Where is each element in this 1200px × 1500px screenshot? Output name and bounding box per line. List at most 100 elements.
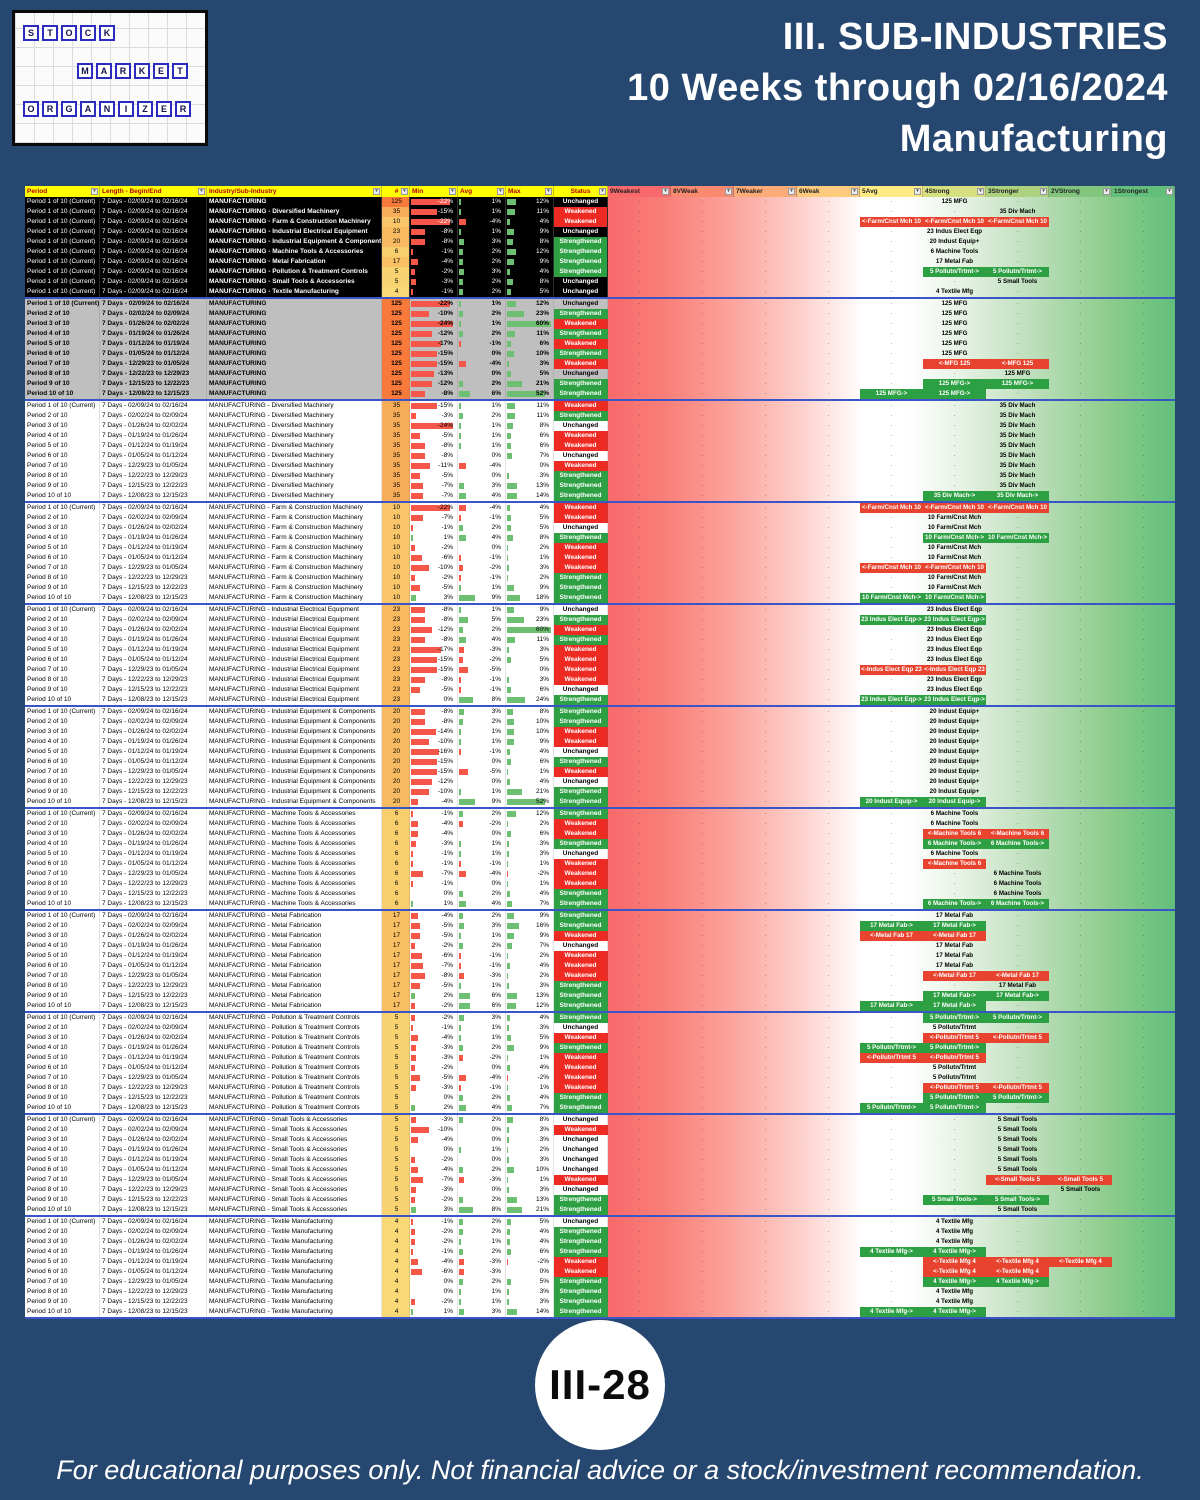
column-header-6weak[interactable]: 6Weak ▾	[797, 186, 860, 197]
filter-arrow-icon[interactable]: ▾	[373, 188, 380, 195]
cell-value: 11%	[536, 412, 549, 419]
status-cell: Strengthened	[554, 237, 608, 247]
sub-industries-table: Period ▾ Length - Begin/End ▾ Industry/Sub-I…	[25, 186, 1175, 1319]
count-cell: 5	[382, 1083, 410, 1093]
positive-data-bar	[459, 1249, 463, 1255]
cell-value: 4%	[491, 1104, 501, 1111]
positive-data-bar	[507, 1137, 510, 1143]
strength-dot-cell: ·	[1016, 820, 1019, 827]
column-header-2vstrong[interactable]: 2VStrong ▾	[1049, 186, 1112, 197]
cell-value: -15%	[437, 666, 453, 673]
cell-value: -8%	[441, 972, 453, 979]
column-header-9weakest[interactable]: 9Weakest ▾	[608, 186, 671, 197]
strength-dot-cell: ·	[1016, 646, 1019, 653]
column-header-8vweak[interactable]: 8VWeak ▾	[671, 186, 734, 197]
filter-arrow-icon[interactable]: ▾	[1166, 188, 1173, 195]
industry-cell: MANUFACTURING - Pollution & Treatment Co…	[207, 1093, 382, 1103]
length-cell: 7 Days - 01/26/24 to 02/02/24	[100, 319, 207, 329]
column-header-max[interactable]: Max ▾	[506, 186, 554, 197]
filter-arrow-icon[interactable]: ▾	[788, 188, 795, 195]
filter-arrow-icon[interactable]: ▾	[1040, 188, 1047, 195]
strength-dot-cell: ·	[1079, 482, 1082, 489]
cell-value: 9%	[539, 258, 549, 265]
strength-scale: · · · · · 125 MFG · · ·	[608, 329, 1175, 339]
strength-scale: · · · · · · <-Small Tools 5 <-Small Tools 5 ·	[608, 1175, 1175, 1185]
filter-arrow-icon[interactable]: ▾	[977, 188, 984, 195]
filter-arrow-icon[interactable]: ▾	[449, 188, 456, 195]
cell-value: -22%	[437, 218, 453, 225]
strength-dot-cell: ·	[764, 880, 767, 887]
positive-data-bar	[507, 607, 514, 613]
column-header-min[interactable]: Min ▾	[410, 186, 458, 197]
column-header-7weaker[interactable]: 7Weaker ▾	[734, 186, 797, 197]
cell-value: 4%	[539, 218, 549, 225]
filter-arrow-icon[interactable]: ▾	[545, 188, 552, 195]
filter-arrow-icon[interactable]: ▾	[914, 188, 921, 195]
column-header-avg[interactable]: Avg ▾	[458, 186, 506, 197]
count-cell: 5	[382, 267, 410, 277]
status-cell: Weakened	[554, 1175, 608, 1185]
filter-arrow-icon[interactable]: ▾	[91, 188, 98, 195]
strength-dot-cell: ·	[764, 1258, 767, 1265]
avg-cell: 0%	[458, 1063, 506, 1073]
strength-dot-cell: ·	[890, 554, 893, 561]
filter-arrow-icon[interactable]: ▾	[198, 188, 205, 195]
negative-data-bar	[411, 963, 424, 969]
strength-dot-cell: ·	[764, 1228, 767, 1235]
industry-cell: MANUFACTURING - Textile Manufacturing	[207, 1277, 382, 1287]
column-header-3stronger[interactable]: 3Stronger ▾	[986, 186, 1049, 197]
column-header-[interactable]: # ▾	[382, 186, 410, 197]
industry-cell: MANUFACTURING - Farm & Construction Mach…	[207, 533, 382, 543]
strength-marker: 4 Textile Mfg	[935, 1298, 973, 1305]
filter-arrow-icon[interactable]: ▾	[725, 188, 732, 195]
status-cell: Weakened	[554, 675, 608, 685]
strength-dot-cell: ·	[764, 810, 767, 817]
negative-data-bar	[459, 1085, 461, 1091]
strength-dot-cell: ·	[827, 1186, 830, 1193]
strength-dot-cell: ·	[1142, 330, 1145, 337]
strength-dot-cell: ·	[1142, 300, 1145, 307]
column-header-industry-sub-industry[interactable]: Industry/Sub-Industry ▾	[207, 186, 382, 197]
status-cell: Weakened	[554, 401, 608, 411]
column-header-length-begin-end[interactable]: Length - Begin/End ▾	[100, 186, 207, 197]
column-header-5avg[interactable]: 5Avg ▾	[860, 186, 923, 197]
max-cell: 13%	[506, 991, 554, 1001]
strength-dot-cell: ·	[827, 1054, 830, 1061]
strength-dot-cell: ·	[1016, 942, 1019, 949]
max-cell: 4%	[506, 1237, 554, 1247]
cell-value: -12%	[437, 626, 453, 633]
cell-value: -6%	[441, 554, 453, 561]
period-cell: Period 1 of 10 (Current)	[25, 911, 100, 921]
filter-arrow-icon[interactable]: ▾	[662, 188, 669, 195]
column-header-4strong[interactable]: 4Strong ▾	[923, 186, 986, 197]
column-header-1strongest[interactable]: 1Strongest ▾	[1112, 186, 1175, 197]
period-cell: Period 4 of 10	[25, 941, 100, 951]
strength-dot-cell: ·	[701, 574, 704, 581]
period-cell: Period 1 of 10 (Current)	[25, 809, 100, 819]
strength-dot-cell: ·	[764, 738, 767, 745]
strength-dot-cell: ·	[701, 370, 704, 377]
avg-cell: 0%	[458, 1125, 506, 1135]
count-cell: 17	[382, 931, 410, 941]
cell-value: 11%	[536, 402, 549, 409]
industry-cell: MANUFACTURING - Pollution & Treatment Co…	[207, 1053, 382, 1063]
avg-cell: 0%	[458, 829, 506, 839]
strength-dot-cell: ·	[890, 738, 893, 745]
status-cell: Weakened	[554, 1063, 608, 1073]
strength-dot-cell: ·	[764, 606, 767, 613]
filter-arrow-icon[interactable]: ▾	[401, 188, 408, 195]
min-cell: -3%	[410, 277, 458, 287]
filter-arrow-icon[interactable]: ▾	[851, 188, 858, 195]
column-header-period[interactable]: Period ▾	[25, 186, 100, 197]
filter-arrow-icon[interactable]: ▾	[1103, 188, 1110, 195]
industry-cell: MANUFACTURING - Industrial Equipment & C…	[207, 717, 382, 727]
filter-arrow-icon[interactable]: ▾	[599, 188, 606, 195]
cell-value: 3%	[443, 594, 453, 601]
strength-dot-cell: ·	[638, 1074, 641, 1081]
strength-dot-cell: ·	[890, 768, 893, 775]
column-header-status[interactable]: Status ▾	[554, 186, 608, 197]
strength-scale: · · · · · 20 Indust Equip+ · · ·	[608, 757, 1175, 767]
strength-dot-cell: ·	[638, 942, 641, 949]
filter-arrow-icon[interactable]: ▾	[497, 188, 504, 195]
positive-data-bar	[507, 637, 516, 643]
